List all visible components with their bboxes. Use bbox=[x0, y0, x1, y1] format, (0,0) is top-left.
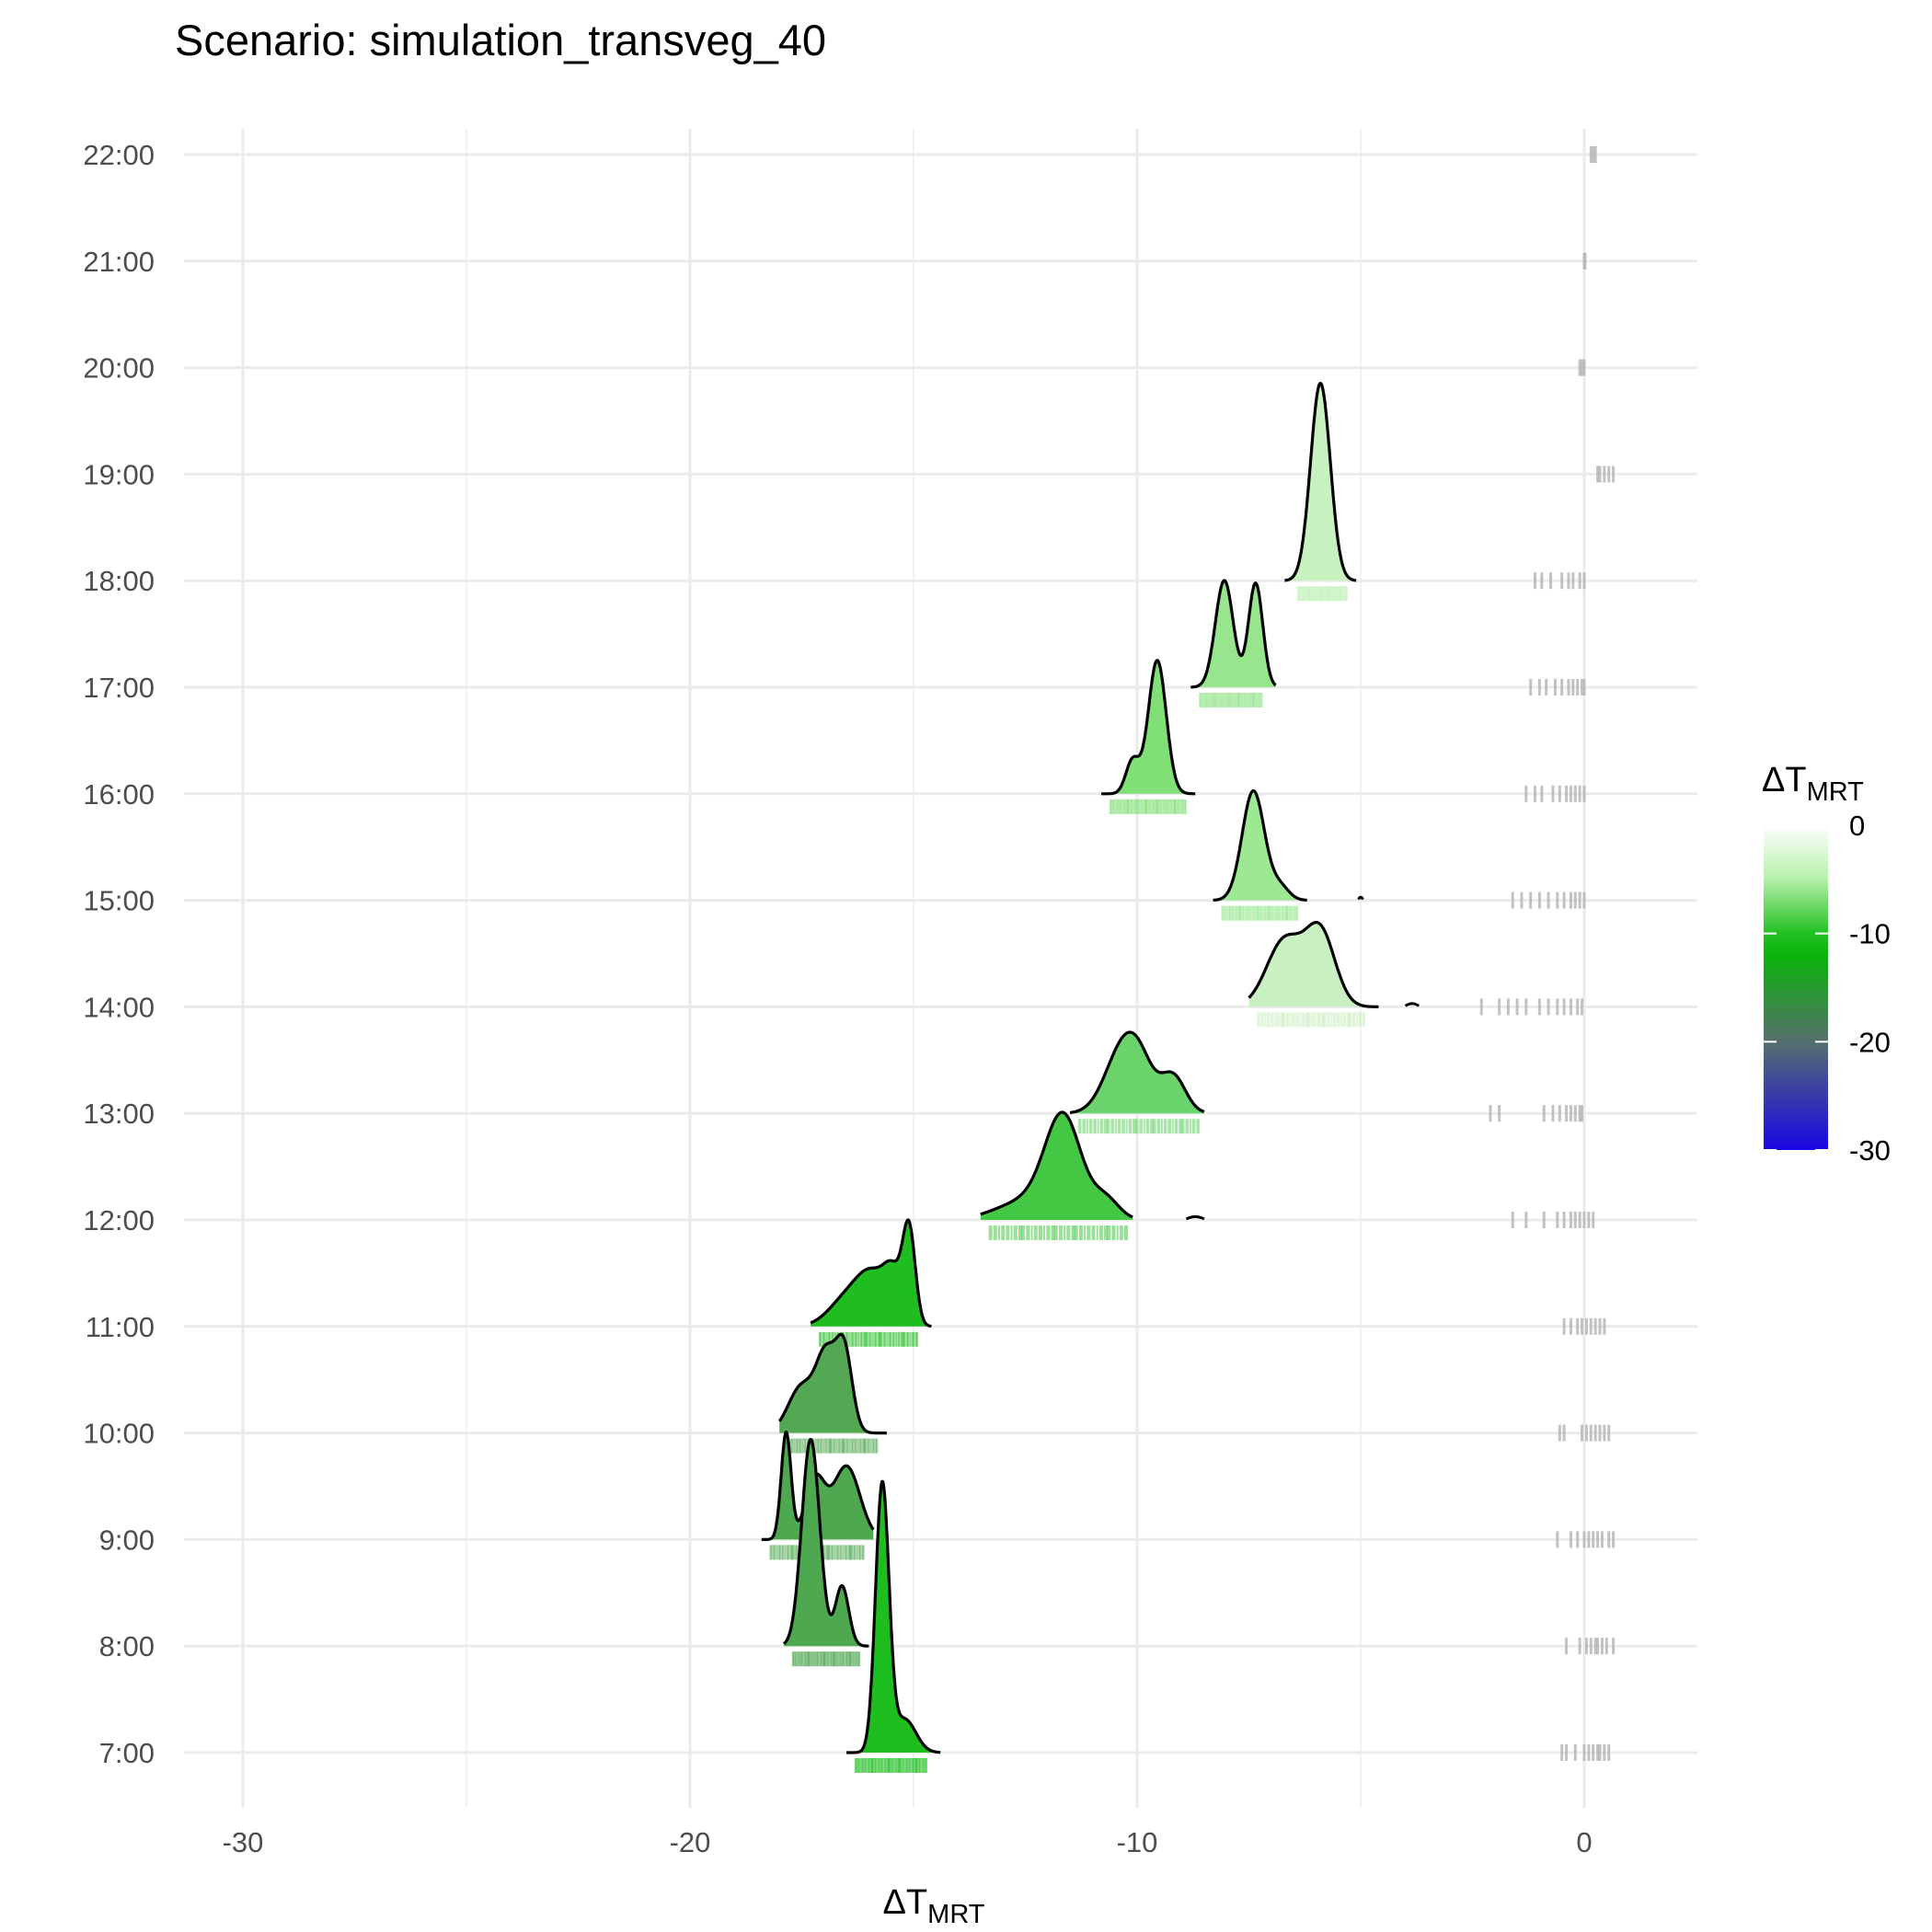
density-fill bbox=[1190, 581, 1276, 687]
legend-tick-label: -10 bbox=[1849, 918, 1891, 950]
density-outline bbox=[1069, 1030, 1205, 1114]
density-fill bbox=[1248, 922, 1379, 1007]
density-fill bbox=[1070, 1032, 1204, 1114]
density-fill bbox=[811, 1219, 932, 1327]
y-tick-label: 12:00 bbox=[83, 1204, 155, 1236]
density-outline bbox=[980, 1110, 1133, 1219]
x-axis-ticks: -30 -20 -10 0 bbox=[223, 1826, 1593, 1858]
y-tick-label: 22:00 bbox=[83, 139, 155, 171]
y-tick-label: 13:00 bbox=[83, 1098, 155, 1130]
legend-title-sub: MRT bbox=[1807, 777, 1865, 807]
chart-title: Scenario: simulation_transveg_40 bbox=[175, 16, 826, 64]
x-axis-title-main: ΔT bbox=[883, 1883, 928, 1922]
y-axis-ticks: 7:00 8:00 9:00 10:00 11:00 12:00 13:00 14:00 15:… bbox=[83, 139, 155, 1769]
legend-tick-label: -30 bbox=[1849, 1134, 1891, 1167]
density-blip bbox=[1185, 1215, 1205, 1221]
y-tick-label: 8:00 bbox=[99, 1630, 155, 1662]
density-outline bbox=[845, 1479, 941, 1754]
x-axis-title: ΔTMRT bbox=[883, 1883, 985, 1929]
density-fill bbox=[1213, 790, 1307, 901]
y-tick-label: 9:00 bbox=[99, 1524, 155, 1556]
density-outline bbox=[782, 1437, 870, 1648]
density-fill bbox=[980, 1112, 1133, 1220]
density-fill bbox=[846, 1481, 941, 1753]
y-tick-label: 15:00 bbox=[83, 885, 155, 917]
density-fill bbox=[1284, 383, 1357, 581]
y-tick-label: 11:00 bbox=[86, 1311, 155, 1343]
x-axis-title-sub: MRT bbox=[927, 1900, 985, 1929]
density-outline bbox=[810, 1218, 933, 1328]
density-blip bbox=[1357, 895, 1364, 901]
x-tick-label: 0 bbox=[1576, 1826, 1592, 1858]
density-blip bbox=[1404, 1002, 1420, 1007]
y-tick-label: 20:00 bbox=[83, 352, 155, 385]
legend-colorbar bbox=[1764, 825, 1828, 1150]
density-fill bbox=[779, 1334, 887, 1433]
grid bbox=[184, 129, 1697, 1808]
density-outline bbox=[1283, 382, 1358, 582]
y-tick-label: 7:00 bbox=[99, 1737, 155, 1769]
legend-title-main: ΔT bbox=[1762, 761, 1807, 799]
y-tick-label: 19:00 bbox=[83, 458, 155, 490]
legend-tick-label: -20 bbox=[1849, 1026, 1891, 1058]
density-ridges bbox=[761, 382, 1420, 1754]
y-tick-label: 16:00 bbox=[83, 778, 155, 811]
legend-ticks: 0 -10 -20 -30 bbox=[1764, 810, 1891, 1167]
x-tick-label: -30 bbox=[223, 1826, 264, 1858]
rug-marks bbox=[769, 146, 1616, 1773]
density-fill bbox=[784, 1439, 869, 1647]
y-tick-label: 17:00 bbox=[83, 672, 155, 704]
x-tick-label: -10 bbox=[1117, 1826, 1158, 1858]
color-legend: ΔTMRT 0 -10 -20 -30 bbox=[1762, 761, 1891, 1167]
legend-tick-label: 0 bbox=[1849, 810, 1865, 842]
y-tick-label: 21:00 bbox=[83, 246, 155, 278]
y-tick-label: 18:00 bbox=[83, 565, 155, 597]
density-outline bbox=[1190, 579, 1277, 689]
legend-title: ΔTMRT bbox=[1762, 761, 1864, 807]
y-tick-label: 10:00 bbox=[83, 1418, 155, 1450]
density-outline bbox=[777, 1332, 888, 1435]
x-tick-label: -20 bbox=[670, 1826, 711, 1858]
density-outline bbox=[1212, 788, 1308, 902]
y-tick-label: 14:00 bbox=[83, 991, 155, 1023]
density-fill bbox=[1101, 660, 1196, 794]
density-outline bbox=[1248, 921, 1379, 1008]
density-outline bbox=[1100, 659, 1197, 796]
